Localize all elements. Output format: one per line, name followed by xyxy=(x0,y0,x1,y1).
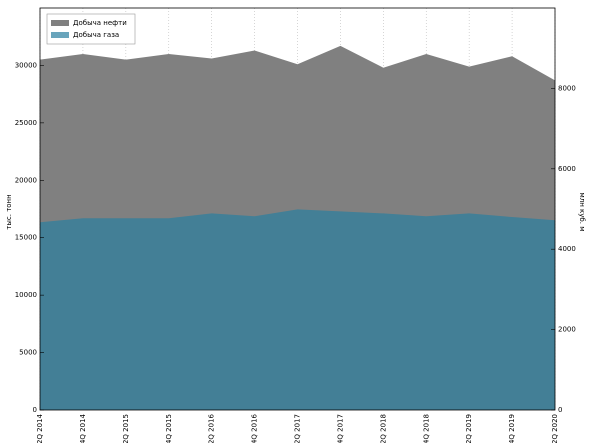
y-tick-label: 5000 xyxy=(19,349,37,357)
y2-axis-label: млн куб. м xyxy=(578,193,586,232)
legend-label: Добыча нефти xyxy=(73,19,127,27)
x-tick-label: 4Q 2019 xyxy=(508,414,516,443)
y-tick-label: 30000 xyxy=(15,61,37,69)
y-tick-label: 0 xyxy=(33,406,37,414)
legend-swatch xyxy=(51,32,69,38)
legend-swatch xyxy=(51,20,69,26)
x-tick-label: 4Q 2014 xyxy=(79,413,87,443)
area xyxy=(40,209,555,410)
legend-label: Добыча газа xyxy=(73,31,119,39)
x-tick-label: 2Q 2018 xyxy=(379,414,387,443)
y-tick-label: 20000 xyxy=(15,176,37,184)
x-tick-label: 2Q 2016 xyxy=(208,413,216,443)
x-tick-label: 4Q 2016 xyxy=(251,413,259,443)
x-tick-label: 2Q 2014 xyxy=(36,413,44,443)
y2-tick-label: 6000 xyxy=(558,165,576,173)
x-tick-label: 4Q 2017 xyxy=(336,414,344,443)
x-tick-label: 4Q 2018 xyxy=(422,414,430,443)
x-tick-label: 2Q 2019 xyxy=(465,414,473,443)
plot-frame xyxy=(39,7,556,411)
x-tick-label: 4Q 2015 xyxy=(165,414,173,443)
legend-box xyxy=(46,13,136,45)
y2-tick-label: 4000 xyxy=(558,245,576,253)
y-tick-label: 10000 xyxy=(15,291,37,299)
y-tick-label: 15000 xyxy=(15,234,37,242)
x-tick-label: 2Q 2017 xyxy=(294,414,302,443)
y-axis-label: тыс. тонн xyxy=(5,194,13,229)
y2-tick-label: 8000 xyxy=(558,84,576,92)
y-tick-label: 25000 xyxy=(15,119,37,127)
x-tick-label: 2Q 2020 xyxy=(551,414,559,443)
y2-tick-label: 0 xyxy=(558,406,562,414)
y2-tick-label: 2000 xyxy=(558,326,576,334)
x-tick-label: 2Q 2015 xyxy=(122,414,130,443)
